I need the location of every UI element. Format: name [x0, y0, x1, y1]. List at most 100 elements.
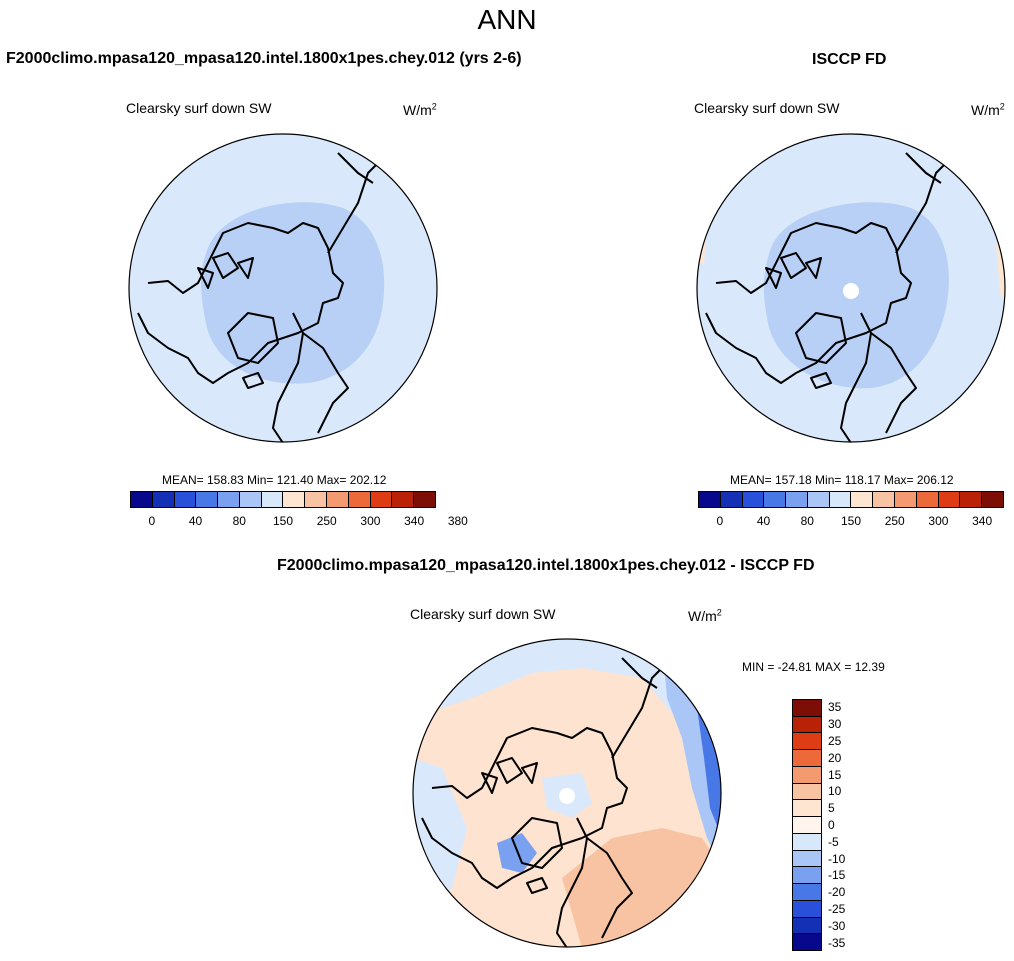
model-coast-greenland: [227, 312, 279, 364]
colorbar-tick-label: 250: [884, 514, 905, 528]
colorbar-tick-label: 150: [272, 514, 294, 528]
colorbar-cell: [720, 492, 743, 507]
obs-units: W/m2: [971, 101, 1005, 118]
colorbar-tick-label: -30: [828, 918, 846, 933]
colorbar-cell: [131, 492, 153, 507]
model-field-edge: [129, 343, 138, 373]
colorbar-cell: [786, 492, 808, 507]
colorbar-cell: [793, 733, 821, 751]
obs-polar-map: [696, 133, 1006, 443]
colorbar-cell: [793, 800, 821, 818]
model-field-inner: [201, 202, 385, 384]
colorbar-tick-label: -5: [828, 834, 839, 849]
model-variable-label: Clearsky surf down SW: [126, 100, 272, 116]
figure-title: ANN: [477, 4, 537, 35]
colorbar-cell: [305, 492, 328, 507]
model-polar-map: [128, 133, 438, 443]
colorbar-cell: [807, 492, 830, 507]
colorbar-tick-label: 5: [828, 801, 835, 816]
model-units: W/m2: [403, 101, 437, 118]
model-colorbar: [130, 491, 436, 508]
colorbar-cell: [938, 492, 961, 507]
obs-coast-archipelago: [765, 252, 822, 289]
colorbar-tick-label: 10: [828, 784, 842, 799]
colorbar-tick-label: -25: [828, 902, 846, 916]
colorbar-tick-label: 250: [316, 514, 337, 528]
diff-units: W/m2: [688, 607, 722, 624]
colorbar-cell: [742, 492, 765, 507]
colorbar-cell: [764, 492, 787, 507]
colorbar-cell: [873, 492, 896, 507]
colorbar-tick-label: 150: [840, 514, 862, 528]
colorbar-cell: [392, 492, 415, 507]
colorbar-cell: [895, 492, 917, 507]
colorbar-cell: [793, 900, 821, 918]
colorbar-tick-label: -20: [828, 885, 846, 900]
diff-coast-greenland: [511, 817, 563, 869]
diff-case-title: F2000climo.mpasa120_mpasa120.intel.1800x…: [277, 557, 815, 574]
model-coast-eurasia: [272, 152, 379, 442]
diff-variable-label: Clearsky surf down SW: [410, 606, 556, 622]
colorbar-tick-label: -35: [828, 935, 846, 950]
colorbar-tick-label: 0: [716, 514, 724, 528]
colorbar-tick-label: 340: [972, 514, 993, 528]
colorbar-cell: [152, 492, 175, 507]
diff-missing-pole: [559, 788, 575, 804]
colorbar-cell: [327, 492, 349, 507]
colorbar-cell: [196, 492, 219, 507]
obs-coast-iceland: [810, 372, 832, 389]
colorbar-cell: [218, 492, 240, 507]
colorbar-cell: [239, 492, 262, 507]
colorbar-tick-label: 40: [756, 514, 771, 528]
colorbar-cell: [699, 492, 721, 507]
colorbar-tick-label: 0: [828, 818, 835, 832]
colorbar-cell: [793, 934, 821, 951]
obs-coast-greenland: [795, 312, 847, 364]
colorbar-cell: [793, 917, 821, 935]
colorbar-cell: [793, 716, 821, 734]
colorbar-tick-label: 20: [828, 750, 842, 765]
diff-map-border: [412, 638, 722, 948]
colorbar-tick-label: 0: [148, 514, 156, 528]
colorbar-tick-label: 80: [800, 514, 814, 528]
colorbar-tick-label: 35: [828, 700, 842, 715]
colorbar-tick-label: 80: [232, 514, 246, 528]
model-map-border: [128, 133, 438, 443]
colorbar-cell: [793, 833, 821, 851]
diff-colorbar: [792, 699, 822, 951]
diff-coast-eurasia: [556, 657, 663, 947]
colorbar-cell: [414, 492, 435, 507]
colorbar-cell: [793, 750, 821, 767]
colorbar-cell: [916, 492, 939, 507]
colorbar-cell: [174, 492, 197, 507]
colorbar-tick-label: -10: [828, 851, 846, 866]
obs-missing-pole: [843, 283, 859, 299]
obs-coast-eurasia: [840, 152, 947, 442]
colorbar-tick-label: 15: [828, 767, 842, 782]
colorbar-cell: [829, 492, 852, 507]
diff-stats: MIN = -24.81 MAX = 12.39: [742, 660, 885, 674]
obs-case-title: ISCCP FD: [812, 51, 887, 68]
colorbar-cell: [851, 492, 874, 507]
colorbar-cell: [793, 867, 821, 885]
model-case-title: F2000climo.mpasa120_mpasa120.intel.1800x…: [6, 50, 522, 67]
obs-stats: MEAN= 157.18 Min= 118.17 Max= 206.12: [730, 473, 954, 487]
colorbar-cell: [370, 492, 393, 507]
colorbar-tick-label: 300: [360, 514, 381, 528]
colorbar-tick-label: 380: [447, 514, 468, 528]
colorbar-cell: [793, 817, 821, 834]
model-colorbar-labels: 0 40 80 150 250 300 340 380: [130, 514, 468, 530]
colorbar-cell: [793, 766, 821, 784]
model-coast-archipelago: [197, 252, 254, 289]
colorbar-cell: [793, 783, 821, 801]
colorbar-tick-label: 30: [828, 717, 842, 732]
colorbar-cell: [261, 492, 284, 507]
model-coast-iceland: [242, 372, 264, 389]
diff-polar-map: [412, 638, 722, 948]
colorbar-cell: [982, 492, 1003, 507]
colorbar-tick-label: 40: [188, 514, 203, 528]
diff-coast-archipelago: [481, 757, 538, 794]
obs-variable-label: Clearsky surf down SW: [694, 100, 840, 116]
colorbar-tick-label: -15: [828, 868, 846, 883]
